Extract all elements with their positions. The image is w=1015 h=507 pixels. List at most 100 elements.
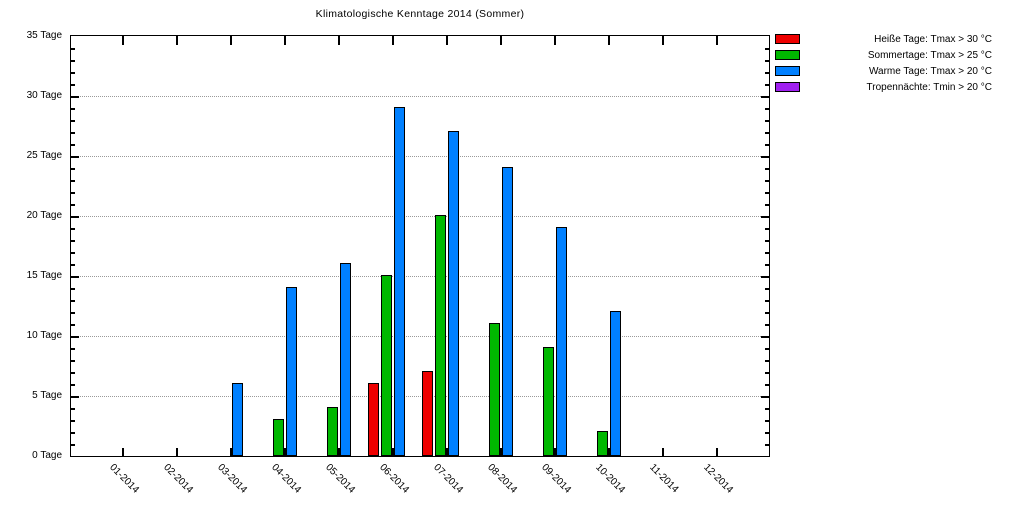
bar-series2-10-2014 [597, 431, 608, 456]
y-tick-left [71, 156, 79, 158]
x-tick-top [230, 36, 232, 45]
y-tick-right [765, 180, 769, 182]
x-tick-top [608, 36, 610, 45]
gridline-5 [71, 396, 769, 397]
y-tick-right [761, 336, 769, 338]
x-axis-label: 07-2014 [431, 462, 465, 496]
bar-series3-05-2014 [340, 263, 351, 456]
y-tick-left [71, 384, 75, 386]
bar-series1-06-2014 [368, 383, 379, 456]
y-tick-left [71, 216, 79, 218]
y-tick-right [765, 384, 769, 386]
bar-series2-06-2014 [381, 275, 392, 456]
y-tick-left [71, 348, 75, 350]
x-axis-label: 11-2014 [647, 462, 681, 496]
plot-area: 01-2014 02-2014 03-2014 04-2014 05-2014 06-20… [70, 35, 770, 496]
y-tick-left [71, 276, 79, 278]
legend: Heiße Tage: Tmax > 30 °C Sommertage: Tmax… [775, 31, 992, 95]
y-tick-left [71, 48, 75, 50]
y-tick-left [71, 324, 75, 326]
y-tick-right [765, 48, 769, 50]
y-axis-label: 15 Tage [26, 270, 62, 281]
gridline-25 [71, 156, 769, 157]
bar-series1-07-2014 [422, 371, 433, 456]
legend-row-4: Tropennächte: Tmin > 20 °C [775, 79, 992, 95]
y-tick-right [765, 228, 769, 230]
y-tick-right [765, 324, 769, 326]
y-tick-right [761, 396, 769, 398]
y-tick-left [71, 204, 75, 206]
y-tick-right [765, 72, 769, 74]
y-tick-right [765, 264, 769, 266]
x-tick-top [338, 36, 340, 45]
y-tick-left [71, 432, 75, 434]
legend-label: Warme Tage: Tmax > 20 °C [868, 65, 992, 77]
y-tick-right [765, 444, 769, 446]
y-axis-label: 20 Tage [26, 210, 62, 221]
gridline-20 [71, 216, 769, 217]
x-tick-top [446, 36, 448, 45]
x-axis-label: 10-2014 [593, 462, 627, 496]
bar-series3-10-2014 [610, 311, 621, 456]
y-tick-right [761, 276, 769, 278]
y-tick-left [71, 288, 75, 290]
bar-series3-04-2014 [286, 287, 297, 456]
x-axis-label: 01-2014 [107, 462, 141, 496]
x-tick-bottom [230, 448, 232, 456]
x-tick-top [176, 36, 178, 45]
y-tick-left [71, 396, 79, 398]
x-tick-bottom [392, 448, 394, 456]
y-tick-left [71, 408, 75, 410]
x-axis-label: 06-2014 [377, 462, 411, 496]
y-tick-left [71, 312, 75, 314]
bar-series2-07-2014 [435, 215, 446, 456]
bar-series3-09-2014 [556, 227, 567, 456]
y-tick-right [765, 204, 769, 206]
y-tick-right [765, 168, 769, 170]
y-axis-label: 35 Tage [26, 30, 62, 41]
y-tick-right [761, 96, 769, 98]
y-tick-right [765, 312, 769, 314]
x-axis-label: 02-2014 [161, 462, 195, 496]
x-axis-label: 08-2014 [485, 462, 519, 496]
y-tick-right [765, 432, 769, 434]
x-tick-bottom [338, 448, 340, 456]
y-tick-right [765, 240, 769, 242]
legend-swatch [775, 82, 800, 92]
x-tick-bottom [662, 448, 664, 456]
bar-series2-09-2014 [543, 347, 554, 456]
bar-series2-04-2014 [273, 419, 284, 456]
bar-series2-05-2014 [327, 407, 338, 456]
y-tick-right [765, 252, 769, 254]
y-tick-left [71, 108, 75, 110]
y-tick-right [765, 408, 769, 410]
y-tick-right [761, 156, 769, 158]
y-tick-left [71, 144, 75, 146]
x-tick-bottom [122, 448, 124, 456]
legend-swatch [775, 34, 800, 44]
x-tick-bottom [176, 448, 178, 456]
y-tick-left [71, 168, 75, 170]
y-tick-left [71, 84, 75, 86]
legend-row-2: Sommertage: Tmax > 25 °C [775, 47, 992, 63]
y-axis-label: 10 Tage [26, 330, 62, 341]
y-tick-right [765, 360, 769, 362]
y-tick-right [765, 372, 769, 374]
y-tick-right [765, 420, 769, 422]
legend-swatch [775, 50, 800, 60]
bar-series3-07-2014 [448, 131, 459, 456]
x-tick-bottom [608, 448, 610, 456]
legend-row-3: Warme Tage: Tmax > 20 °C [775, 63, 992, 79]
legend-label: Tropennächte: Tmin > 20 °C [866, 81, 992, 93]
y-tick-left [71, 180, 75, 182]
x-tick-top [122, 36, 124, 45]
y-axis-label: 25 Tage [26, 150, 62, 161]
y-tick-left [71, 72, 75, 74]
y-tick-left [71, 336, 79, 338]
y-tick-right [765, 192, 769, 194]
legend-label: Sommertage: Tmax > 25 °C [867, 49, 992, 61]
x-axis-label: 03-2014 [215, 462, 249, 496]
y-tick-right [765, 60, 769, 62]
bar-series3-06-2014 [394, 107, 405, 456]
